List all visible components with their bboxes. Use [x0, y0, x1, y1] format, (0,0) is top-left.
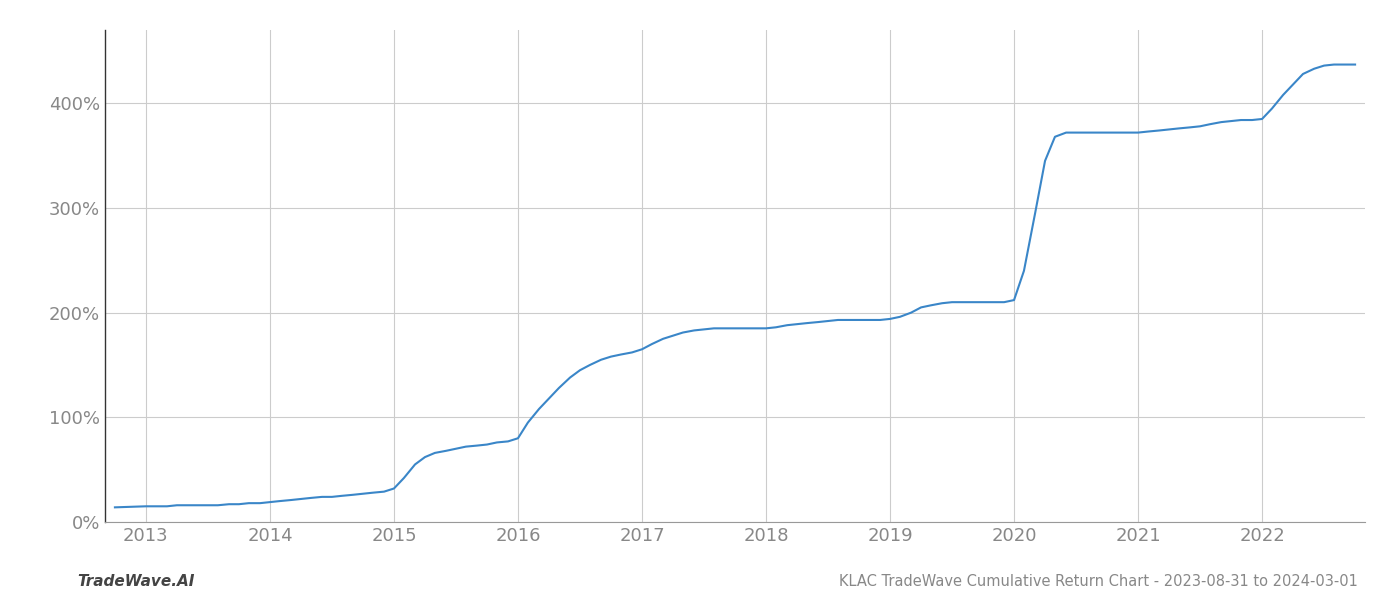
Text: TradeWave.AI: TradeWave.AI [77, 574, 195, 589]
Text: KLAC TradeWave Cumulative Return Chart - 2023-08-31 to 2024-03-01: KLAC TradeWave Cumulative Return Chart -… [839, 574, 1358, 589]
